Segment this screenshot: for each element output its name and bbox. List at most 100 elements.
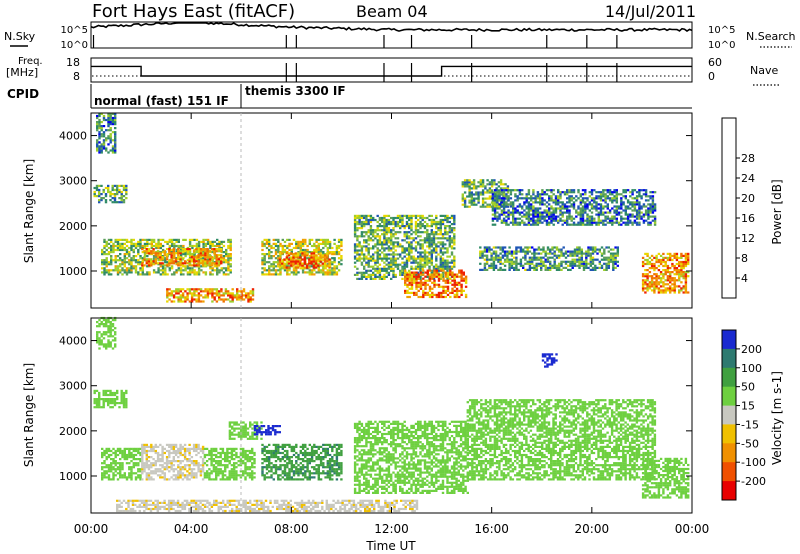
heatmap-cell [394,237,397,240]
heatmap-cell [649,207,652,210]
heatmap-cell [509,205,513,208]
heatmap-cell [287,252,291,255]
heatmap-cell [546,256,550,259]
heatmap-cell [566,201,569,204]
heatmap-cell [303,258,306,261]
heatmap-cell [570,191,573,194]
heatmap-cell [424,285,427,288]
heatmap-cell [319,271,323,274]
heatmap-cell [608,219,612,222]
heatmap-cell [103,449,106,453]
heatmap-cell [441,220,445,224]
heatmap-cell [401,218,404,222]
heatmap-cell [405,247,409,250]
heatmap-cell [669,254,672,257]
heatmap-cell [548,213,551,216]
heatmap-cell [426,241,429,244]
heatmap-cell [588,195,591,198]
heatmap-cell [392,243,395,246]
heatmap-cell [669,277,672,280]
heatmap-cell [392,259,395,262]
heatmap-cell [589,252,592,255]
heatmap-cell [100,406,103,409]
heatmap-cell [145,262,148,265]
heatmap-cell [534,223,537,226]
heatmap-cell [579,223,582,226]
heatmap-cell [410,261,413,264]
heatmap-cell [430,233,433,236]
heatmap-cell [472,183,476,186]
heatmap-cell [98,393,101,397]
heatmap-cell [197,251,201,254]
heatmap-cell [166,242,169,245]
heatmap-cell [542,248,545,251]
heatmap-cell [419,216,422,220]
heatmap-cell [152,252,155,255]
heatmap-cell [470,199,473,202]
heatmap-cell [448,229,451,232]
heatmap-cell [451,279,454,282]
heatmap-cell [650,267,654,270]
heatmap-cell [360,251,364,254]
heatmap-cell [519,248,523,251]
heatmap-cell [664,289,667,292]
heatmap-cell [540,258,543,261]
heatmap-cell [509,189,513,192]
heatmap-cell [95,184,99,187]
heatmap-cell [323,258,327,261]
heatmap-cell [152,248,155,251]
heatmap-cell [426,255,429,258]
heatmap-cell [545,189,549,192]
heatmap-cell [408,295,411,299]
heatmap-cell [430,225,433,228]
heatmap-cell [502,209,506,212]
heatmap-cell [675,285,679,288]
heatmap-cell [446,271,449,274]
heatmap-cell [111,193,114,196]
heatmap-cell [385,239,388,242]
heatmap-cell [93,402,96,405]
heatmap-cell [575,199,578,202]
heatmap-cell [272,255,275,258]
heatmap-cell [666,277,670,280]
colorbar-tick-label: 28 [741,152,755,165]
heatmap-cell [536,193,540,196]
heatmap-cell [506,256,509,259]
heatmap-cell [170,292,173,295]
heatmap-cell [481,268,484,271]
heatmap-cell [159,252,162,255]
heatmap-cell [579,219,582,222]
heatmap-cell [403,263,406,266]
heatmap-cell [170,240,174,243]
heatmap-cell [164,257,167,260]
heatmap-cell [313,263,316,266]
heatmap-cell [608,197,612,200]
heatmap-cell [125,190,128,194]
heatmap-cell [211,244,214,248]
heatmap-cell [444,216,447,220]
heatmap-cell [394,261,397,264]
heatmap-cell [111,112,115,115]
heatmap-cell [103,253,106,256]
heatmap-cell [277,248,280,252]
heatmap-cell [143,246,147,250]
heatmap-cell [615,189,618,192]
heatmap-cell [435,293,438,296]
heatmap-cell [104,186,108,190]
heatmap-cell [404,291,407,294]
heatmap-cell [168,260,171,263]
heatmap-cell [570,189,573,192]
heatmap-cell [363,239,366,242]
heatmap-cell [599,191,603,194]
heatmap-cell [620,207,623,210]
heatmap-cell [472,185,476,188]
heatmap-cell [653,219,657,222]
heatmap-cell [604,193,607,196]
heatmap-cell [508,264,511,267]
heatmap-cell [150,252,153,255]
heatmap-cell [617,207,621,210]
heatmap-cell [164,273,167,276]
heatmap-cell [113,391,117,395]
heatmap-cell [548,195,551,198]
